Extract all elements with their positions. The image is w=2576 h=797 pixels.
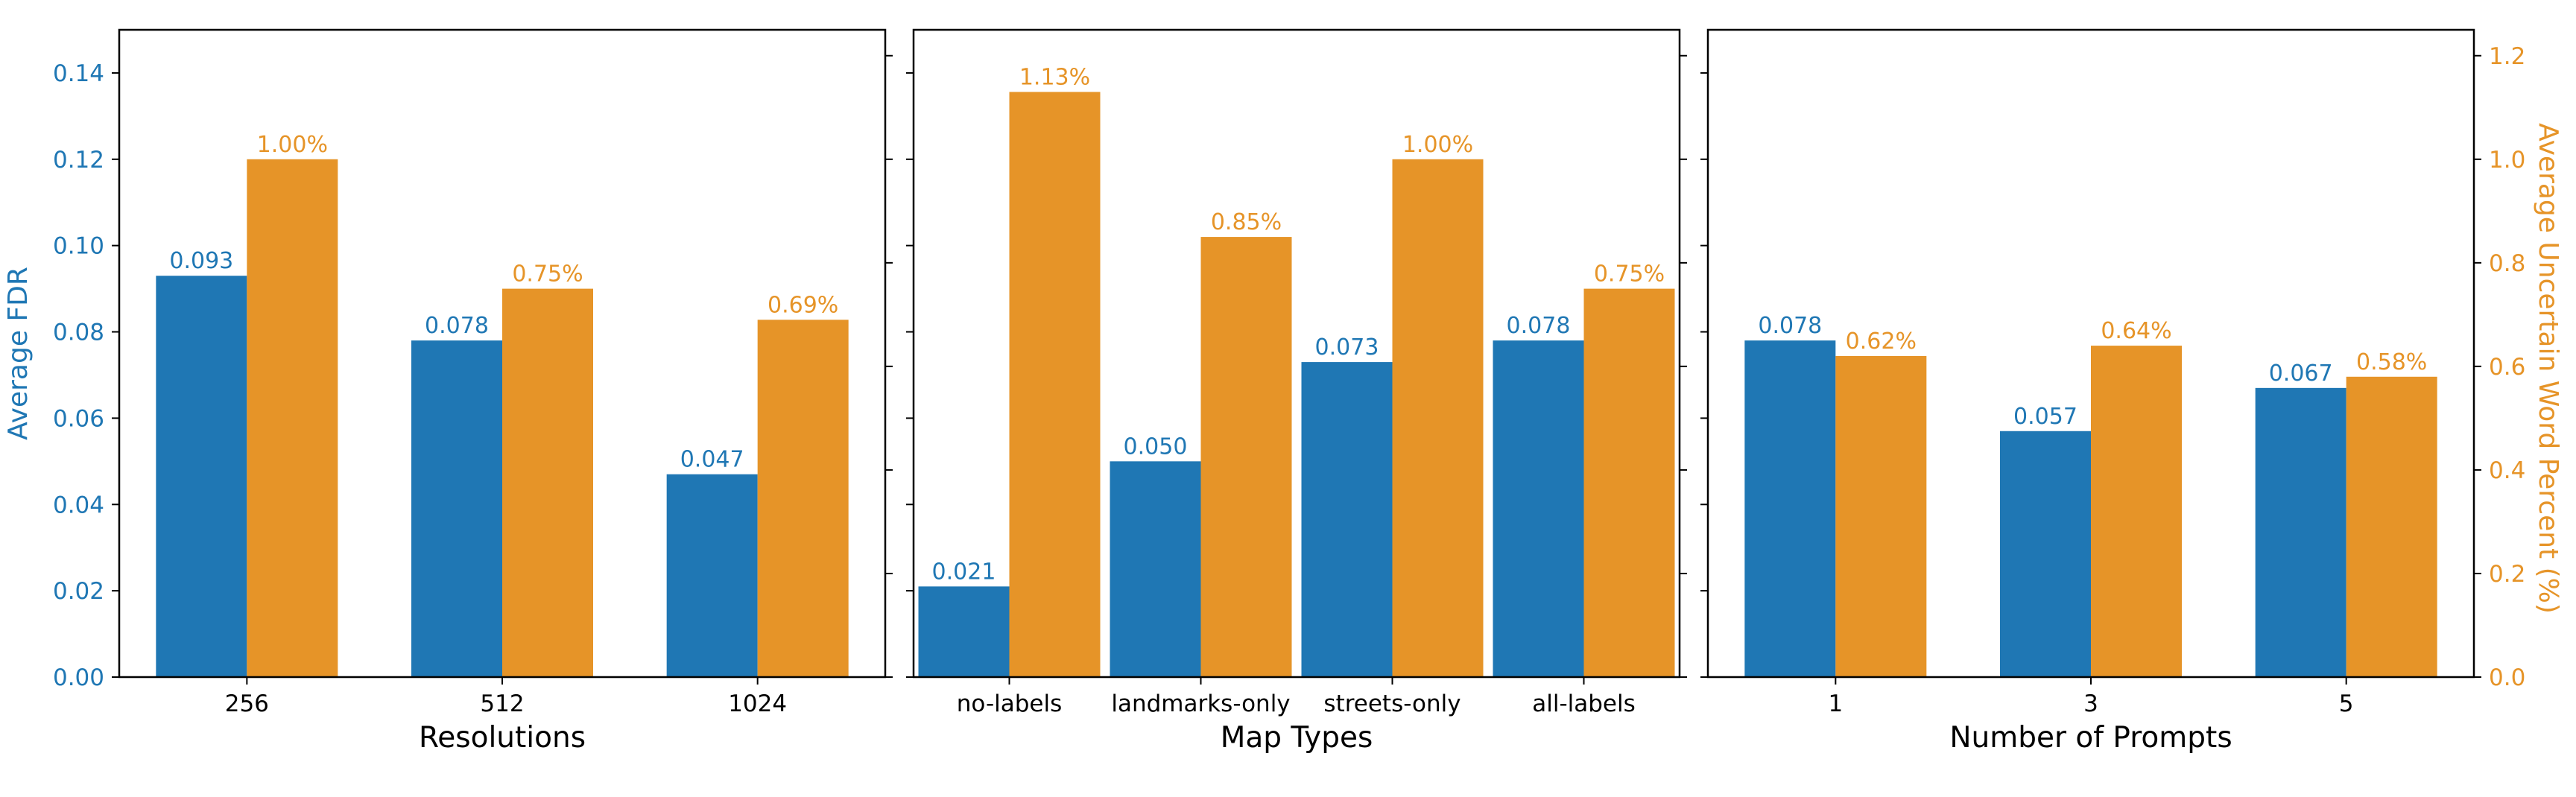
bar-fdr — [1110, 461, 1201, 677]
panel-2: 0.021 1.13% no-labels 0.050 0.85% landmarks-o… — [906, 28, 1687, 755]
bar-fdr — [411, 340, 502, 677]
x-tick-label: no-labels — [957, 690, 1063, 717]
x-tick-label: landmarks-only — [1111, 690, 1290, 717]
y-tick-label-right: 0.0 — [2489, 664, 2525, 691]
y-tick-label-right: 1.0 — [2489, 147, 2525, 174]
bar-fdr — [918, 586, 1010, 677]
data-label-fdr: 0.047 — [680, 447, 744, 473]
data-label-fdr: 0.067 — [2269, 361, 2333, 387]
y-tick-label-right: 0.2 — [2489, 561, 2525, 588]
bar-uncertain — [2091, 346, 2182, 677]
x-tick-label: 256 — [225, 690, 269, 717]
data-label-uncertain: 1.00% — [257, 132, 328, 158]
x-tick-label: all-labels — [1532, 690, 1636, 717]
panel-3: 0.078 0.62% 1 0.057 0.64% 3 0.067 0.58% 5 Number … — [1700, 28, 2525, 755]
bar-fdr — [156, 276, 247, 678]
data-label-fdr: 0.073 — [1315, 334, 1379, 361]
x-axis-label: Resolutions — [419, 721, 586, 755]
data-label-uncertain: 1.00% — [1402, 132, 1473, 158]
x-tick-label: 5 — [2339, 690, 2354, 717]
left-axis-label: Average FDR — [3, 267, 34, 440]
panel-1: 0.093 1.00% 256 0.078 0.75% 512 0.047 0.69% 1024… — [53, 28, 893, 755]
bar-uncertain — [757, 320, 849, 677]
x-tick-label: 3 — [2083, 690, 2098, 717]
data-label-uncertain: 1.13% — [1019, 64, 1090, 90]
data-label-uncertain: 0.64% — [2101, 318, 2171, 344]
plot-frame — [1706, 28, 2475, 679]
x-tick-label: streets-only — [1323, 690, 1461, 717]
bar-fdr — [1744, 340, 1836, 677]
y-tick-label-left: 0.12 — [53, 147, 104, 174]
right-axis-label: Average Uncertain Word Percent (%) — [2533, 123, 2563, 614]
y-tick-label-right: 0.4 — [2489, 457, 2525, 484]
data-label-uncertain: 0.69% — [768, 292, 838, 318]
data-label-uncertain: 0.75% — [1594, 261, 1665, 288]
bar-fdr — [666, 474, 758, 677]
y-tick-label-left: 0.06 — [53, 405, 104, 432]
bar-uncertain — [1392, 159, 1484, 678]
bar-fdr — [1493, 340, 1584, 677]
bar-fdr — [1301, 362, 1393, 677]
x-tick-label: 512 — [480, 690, 524, 717]
y-tick-label-left: 0.10 — [53, 233, 104, 260]
bar-fdr — [2255, 387, 2346, 677]
plot-frame — [912, 28, 1681, 679]
y-tick-label-left: 0.02 — [53, 578, 104, 605]
y-tick-label-right: 1.2 — [2489, 43, 2525, 70]
bar-uncertain — [1200, 237, 1292, 678]
bar-uncertain — [1583, 288, 1675, 678]
y-tick-label-right: 0.6 — [2489, 354, 2525, 381]
data-label-fdr: 0.078 — [425, 313, 489, 339]
data-label-fdr: 0.078 — [1758, 313, 1822, 339]
bar-uncertain — [2346, 376, 2437, 677]
panels: 0.093 1.00% 256 0.078 0.75% 512 0.047 0.69% 1024… — [53, 28, 2525, 755]
data-label-uncertain: 0.85% — [1211, 209, 1282, 235]
y-tick-label-left: 0.00 — [53, 664, 104, 691]
data-label-uncertain: 0.58% — [2356, 349, 2427, 375]
bar-fdr — [2000, 431, 2091, 677]
y-tick-label-right: 0.8 — [2489, 250, 2525, 277]
bar-uncertain — [247, 159, 338, 678]
data-label-fdr: 0.078 — [1507, 313, 1571, 339]
data-label-fdr: 0.050 — [1124, 434, 1188, 460]
data-label-fdr: 0.093 — [169, 248, 233, 274]
bar-uncertain — [502, 288, 593, 678]
x-tick-label: 1024 — [728, 690, 787, 717]
x-tick-label: 1 — [1828, 690, 1843, 717]
bar-uncertain — [1835, 355, 1927, 677]
plot-frame — [118, 28, 887, 679]
y-tick-label-left: 0.04 — [53, 492, 104, 518]
data-label-fdr: 0.057 — [2013, 404, 2077, 430]
y-tick-label-left: 0.08 — [53, 320, 104, 346]
bar-uncertain — [1009, 92, 1101, 677]
data-label-uncertain: 0.75% — [512, 261, 583, 288]
x-axis-label: Number of Prompts — [1949, 721, 2232, 755]
data-label-fdr: 0.021 — [932, 559, 996, 585]
y-tick-label-left: 0.14 — [53, 60, 104, 87]
data-label-uncertain: 0.62% — [1846, 328, 1917, 355]
x-axis-label: Map Types — [1221, 721, 1373, 755]
